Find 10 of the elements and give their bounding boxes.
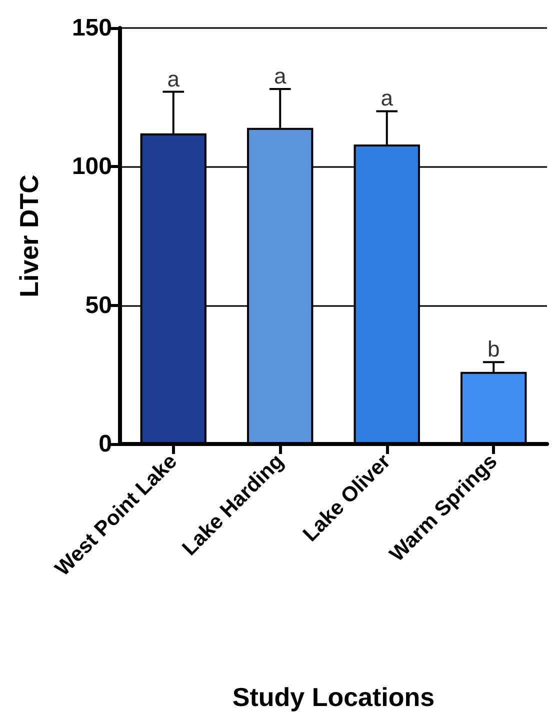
y-axis-title: Liver DTC	[14, 174, 44, 298]
y-tick-label: 150	[72, 14, 112, 42]
annotation: a	[167, 66, 180, 92]
y-tick-label: 0	[98, 430, 112, 458]
annotation: a	[380, 86, 394, 111]
x-axis-title: Study Locations	[232, 682, 435, 712]
y-tick-label: 50	[85, 292, 112, 319]
y-tick-label: 100	[72, 153, 112, 180]
annotation: a	[274, 64, 287, 89]
annotation: b	[488, 336, 500, 362]
